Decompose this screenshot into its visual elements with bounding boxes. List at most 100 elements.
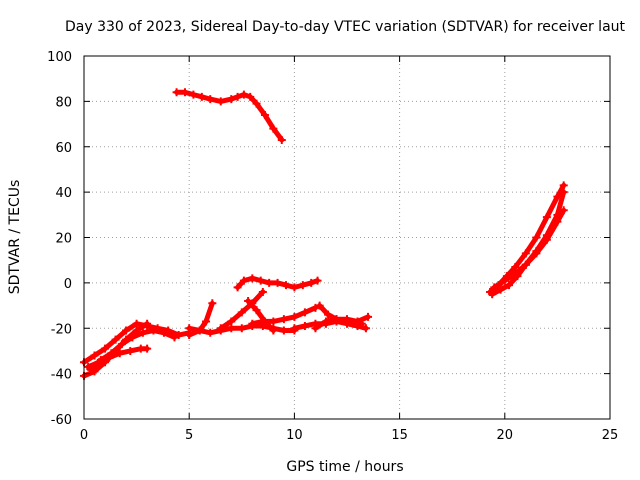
data-point <box>180 88 189 97</box>
data-point <box>138 328 147 337</box>
data-point <box>265 278 274 287</box>
data-point <box>227 317 236 326</box>
data-point <box>269 317 278 326</box>
data-point <box>553 210 562 219</box>
series-arc-1 <box>172 88 286 144</box>
data-point <box>143 319 152 328</box>
data-point <box>313 276 322 285</box>
x-axis-label: GPS time / hours <box>286 459 403 475</box>
data-point <box>290 283 299 292</box>
x-tick-label: 10 <box>286 428 303 443</box>
data-point <box>256 276 265 285</box>
data-point <box>117 340 126 349</box>
data-point <box>216 324 225 333</box>
y-tick-label: 20 <box>55 232 72 247</box>
data-point <box>216 97 225 106</box>
data-point <box>246 92 255 101</box>
data-point <box>269 326 278 335</box>
series-arc-15 <box>486 181 568 296</box>
y-tick-label: 80 <box>55 95 72 110</box>
data-point <box>521 260 530 269</box>
data-point <box>126 346 135 355</box>
data-point <box>279 326 288 335</box>
data-point <box>197 92 206 101</box>
data-point <box>202 317 211 326</box>
data-point <box>233 92 242 101</box>
data-point <box>252 99 261 108</box>
series-line <box>487 182 567 295</box>
x-tick-label: 20 <box>497 428 514 443</box>
y-tick-label: -60 <box>51 413 72 428</box>
data-point <box>96 356 105 365</box>
data-point <box>252 306 261 315</box>
data-point <box>227 324 236 333</box>
data-point <box>195 326 204 335</box>
data-point <box>277 135 286 144</box>
data-point <box>258 317 267 326</box>
x-tick-label: 25 <box>602 428 619 443</box>
data-point <box>170 333 179 342</box>
data-point <box>307 278 316 287</box>
data-point <box>239 90 248 99</box>
data-point <box>488 290 497 299</box>
series-layer <box>80 88 568 380</box>
data-point <box>311 303 320 312</box>
data-point <box>115 349 124 358</box>
data-point <box>273 278 282 287</box>
x-tick-label: 0 <box>80 428 88 443</box>
data-point <box>500 276 509 285</box>
series-arc-11 <box>248 303 320 328</box>
data-point <box>143 344 152 353</box>
data-point <box>321 317 330 326</box>
data-point <box>559 188 568 197</box>
data-point <box>189 90 198 99</box>
data-point <box>237 308 246 317</box>
data-point <box>244 297 253 306</box>
data-point <box>107 349 116 358</box>
data-point <box>239 276 248 285</box>
data-point <box>290 312 299 321</box>
data-point <box>128 333 137 342</box>
x-tick-label: 5 <box>185 428 193 443</box>
data-point <box>174 331 183 340</box>
data-point <box>311 324 320 333</box>
y-tick-label: 60 <box>55 141 72 156</box>
y-tick-label: -20 <box>51 322 72 337</box>
series-line <box>245 298 276 333</box>
plot-frame <box>83 55 611 420</box>
data-point <box>258 287 267 296</box>
data-point <box>298 281 307 290</box>
data-point <box>248 274 257 283</box>
data-point <box>324 310 333 319</box>
y-tick-label: 100 <box>47 50 72 65</box>
data-point <box>185 331 194 340</box>
data-point <box>490 283 499 292</box>
data-point <box>349 319 358 328</box>
data-point <box>122 326 131 335</box>
data-point <box>532 247 541 256</box>
data-point <box>559 181 568 190</box>
data-point <box>300 321 309 330</box>
series-line <box>491 189 567 290</box>
data-point <box>101 344 110 353</box>
series-arc-2 <box>233 274 322 292</box>
data-point <box>208 299 217 308</box>
data-point <box>233 283 242 292</box>
data-point <box>248 319 257 328</box>
data-point <box>90 351 99 360</box>
data-point <box>149 326 158 335</box>
data-point <box>532 233 541 242</box>
data-point <box>172 88 181 97</box>
data-point <box>206 95 215 104</box>
series-arc-14 <box>315 301 366 328</box>
data-point <box>237 324 246 333</box>
data-point <box>185 324 194 333</box>
data-point <box>206 328 215 337</box>
data-point <box>281 281 290 290</box>
data-point <box>521 249 530 258</box>
ticks: 0 5 10 15 20 25 -60 -40 -20 0 20 40 60 80 100 <box>47 50 618 443</box>
data-point <box>357 319 366 328</box>
data-point <box>86 365 95 374</box>
data-point <box>542 213 551 222</box>
